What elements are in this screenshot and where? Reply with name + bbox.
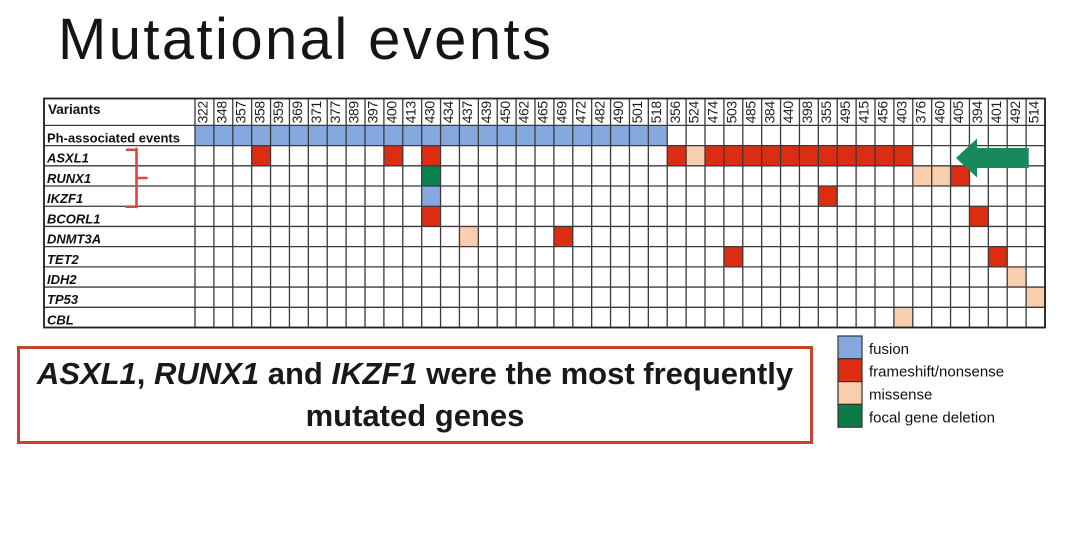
svg-text:482: 482 — [591, 101, 607, 124]
svg-text:514: 514 — [1026, 101, 1042, 124]
svg-text:359: 359 — [270, 101, 286, 124]
svg-text:356: 356 — [667, 101, 683, 124]
svg-text:465: 465 — [535, 101, 551, 124]
svg-text:DNMT3A: DNMT3A — [47, 232, 101, 247]
svg-text:ASXL1: ASXL1 — [46, 151, 89, 166]
svg-text:397: 397 — [365, 101, 381, 124]
svg-text:440: 440 — [780, 101, 796, 124]
svg-text:413: 413 — [402, 101, 418, 124]
svg-text:357: 357 — [232, 101, 248, 124]
svg-text:501: 501 — [629, 101, 645, 124]
svg-text:472: 472 — [572, 101, 588, 124]
svg-text:524: 524 — [686, 101, 702, 124]
svg-text:434: 434 — [440, 101, 456, 124]
svg-text:focal gene deletion: focal gene deletion — [869, 409, 995, 426]
svg-text:TET2: TET2 — [47, 252, 80, 267]
svg-text:Ph-associated events: Ph-associated events — [47, 131, 180, 146]
svg-text:495: 495 — [837, 101, 853, 124]
svg-text:462: 462 — [516, 101, 532, 124]
svg-text:415: 415 — [856, 101, 872, 124]
svg-text:389: 389 — [346, 101, 362, 124]
svg-text:IKZF1: IKZF1 — [47, 191, 83, 206]
svg-text:TP53: TP53 — [47, 292, 79, 307]
svg-text:403: 403 — [893, 101, 909, 124]
svg-text:IDH2: IDH2 — [47, 272, 77, 287]
svg-text:469: 469 — [553, 101, 569, 124]
svg-text:485: 485 — [742, 101, 758, 124]
svg-text:474: 474 — [705, 101, 721, 124]
svg-text:CBL: CBL — [47, 312, 74, 327]
svg-text:Variants: Variants — [48, 102, 101, 117]
svg-text:439: 439 — [478, 101, 494, 124]
svg-text:missense: missense — [869, 387, 932, 404]
svg-text:456: 456 — [875, 101, 891, 124]
svg-text:355: 355 — [818, 101, 834, 124]
svg-text:BCORL1: BCORL1 — [47, 211, 100, 226]
svg-text:322: 322 — [195, 101, 211, 124]
svg-text:394: 394 — [969, 101, 985, 124]
svg-text:384: 384 — [761, 101, 777, 124]
svg-text:460: 460 — [931, 101, 947, 124]
svg-text:348: 348 — [213, 101, 229, 124]
svg-text:frameshift/nonsense: frameshift/nonsense — [869, 364, 1004, 381]
svg-text:371: 371 — [308, 101, 324, 124]
svg-text:492: 492 — [1007, 101, 1023, 124]
svg-text:437: 437 — [459, 101, 475, 124]
svg-text:405: 405 — [950, 101, 966, 124]
svg-text:358: 358 — [251, 101, 267, 124]
svg-text:369: 369 — [289, 101, 305, 124]
svg-text:430: 430 — [421, 101, 437, 124]
svg-text:490: 490 — [610, 101, 626, 124]
svg-text:377: 377 — [327, 101, 343, 124]
svg-text:503: 503 — [723, 101, 739, 124]
svg-text:376: 376 — [912, 101, 928, 124]
svg-text:401: 401 — [988, 101, 1004, 124]
svg-text:398: 398 — [799, 101, 815, 124]
svg-text:fusion: fusion — [869, 341, 909, 358]
svg-text:518: 518 — [648, 101, 664, 124]
svg-text:RUNX1: RUNX1 — [47, 171, 91, 186]
svg-text:400: 400 — [383, 101, 399, 124]
svg-text:450: 450 — [497, 101, 513, 124]
